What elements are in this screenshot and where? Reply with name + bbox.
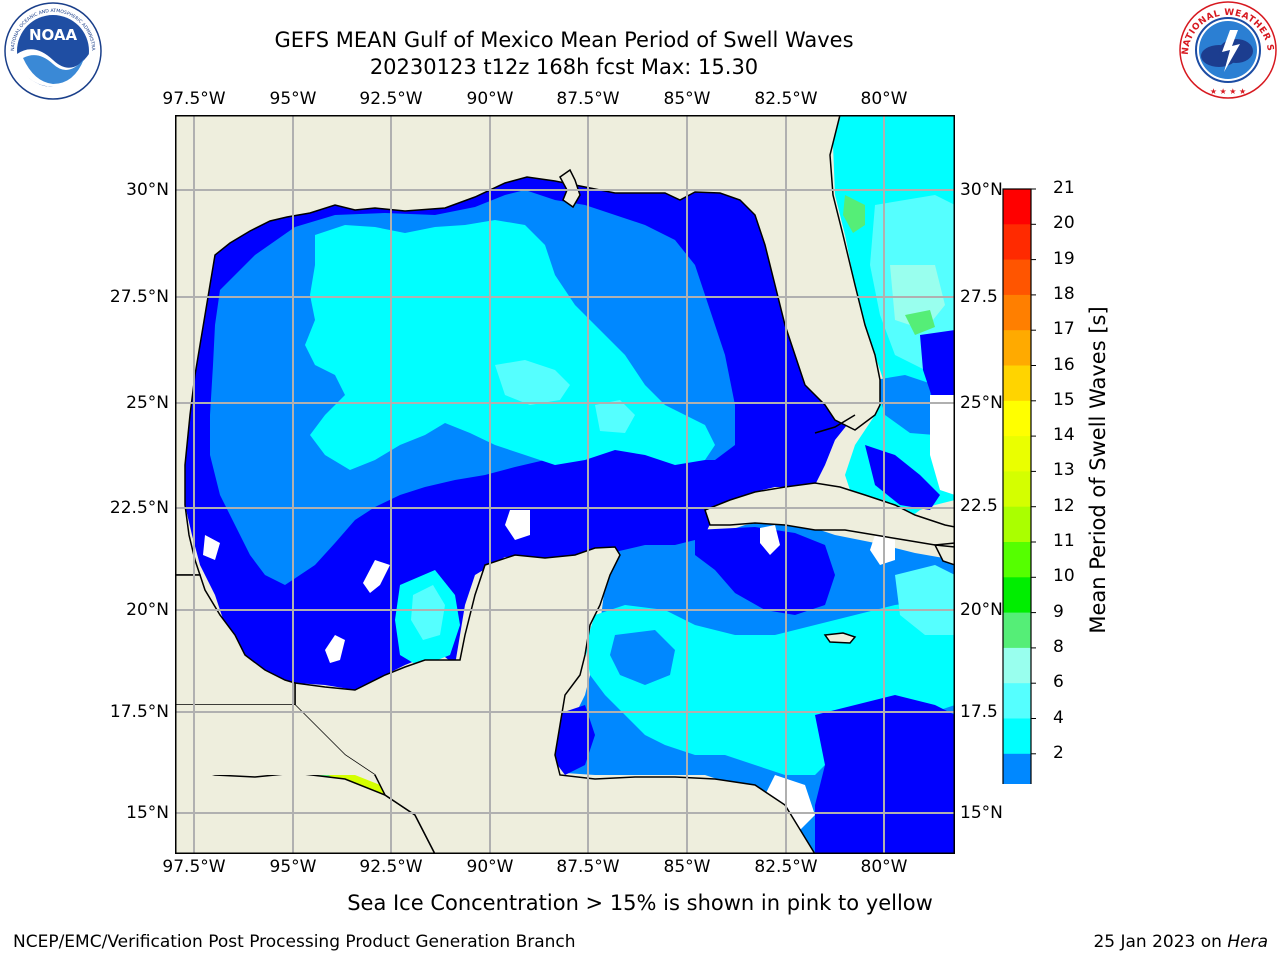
colorbar-tick-label: 8 xyxy=(1053,636,1064,657)
lat-label-right: 15°N xyxy=(960,803,1003,823)
us-gulf-coast-land xyxy=(175,115,881,576)
colorbar-band xyxy=(1003,330,1031,366)
lon-label-bottom: 92.5°W xyxy=(359,857,423,877)
colorbar-tick-label: 19 xyxy=(1053,248,1075,269)
lat-label-right: 25°N xyxy=(960,393,1003,413)
chart-subtitle: 20230123 t12z 168h fcst Max: 15.30 xyxy=(369,55,759,79)
svg-text:★ ★ ★ ★: ★ ★ ★ ★ xyxy=(1210,87,1246,96)
lat-label-right: 17.5 xyxy=(960,702,998,722)
noaa-logo: NOAA NATIONAL OCEANIC AND ATMOSPHERIC AD… xyxy=(4,2,102,100)
noaa-logo-text: NOAA xyxy=(29,26,78,44)
colorbar-band xyxy=(1003,471,1031,508)
colorbar-band xyxy=(1003,436,1031,472)
colorbar xyxy=(1002,188,1036,784)
jamaica-land xyxy=(823,632,857,644)
map-gridlines xyxy=(175,115,955,854)
footer-date: 25 Jan 2023 on Hera xyxy=(1093,932,1268,952)
gulf-of-mexico-map xyxy=(175,115,955,854)
lat-label-left: 17.5°N xyxy=(109,702,169,722)
colorbar-tick-label: 15 xyxy=(1053,389,1075,410)
colorbar-band xyxy=(1003,753,1031,784)
colorbar-band xyxy=(1003,365,1031,402)
lat-label-right: 22.5 xyxy=(960,496,998,516)
colorbar-tick-label: 13 xyxy=(1053,460,1075,481)
lon-label-top: 97.5°W xyxy=(162,89,226,109)
lat-label-left: 30°N xyxy=(126,180,169,200)
lon-label-bottom: 80°W xyxy=(860,857,908,877)
lat-label-right: 30°N xyxy=(960,180,1003,200)
lon-label-top: 95°W xyxy=(269,89,317,109)
colorbar-tick-label: 10 xyxy=(1053,566,1075,587)
colorbar-band xyxy=(1003,542,1031,578)
colorbar-band xyxy=(1003,506,1031,543)
footer-host: Hera xyxy=(1227,932,1268,952)
lon-label-top: 80°W xyxy=(860,89,908,109)
colorbar-tick-label: 21 xyxy=(1053,178,1075,198)
colorbar-band xyxy=(1003,224,1031,261)
footer-credit: NCEP/EMC/Verification Post Processing Pr… xyxy=(13,932,576,952)
colorbar-tick-label: 12 xyxy=(1053,495,1075,516)
lat-label-left: 25°N xyxy=(126,393,169,413)
colorbar-tick-label: 11 xyxy=(1053,531,1075,551)
lon-label-top: 87.5°W xyxy=(556,89,620,109)
colorbar-tick-label: 16 xyxy=(1053,354,1075,375)
colorbar-band xyxy=(1003,612,1031,649)
lat-label-left: 20°N xyxy=(126,600,169,620)
lat-label-right: 20°N xyxy=(960,600,1003,620)
colorbar-tick-label: 17 xyxy=(1053,319,1075,340)
colorbar-tick-label: 2 xyxy=(1053,742,1064,763)
chart-title: GEFS MEAN Gulf of Mexico Mean Period of … xyxy=(274,28,854,52)
colorbar-tick-label: 4 xyxy=(1053,707,1064,728)
colorbar-band xyxy=(1003,647,1031,684)
lon-label-bottom: 85°W xyxy=(663,857,711,877)
lon-label-bottom: 90°W xyxy=(466,857,514,877)
lat-label-left: 27.5°N xyxy=(109,287,169,307)
lon-label-top: 92.5°W xyxy=(359,89,423,109)
lon-label-bottom: 87.5°W xyxy=(556,857,620,877)
lon-label-top: 85°W xyxy=(663,89,711,109)
colorbar-tick-label: 9 xyxy=(1053,601,1064,622)
sea-ice-note: Sea Ice Concentration > 15% is shown in … xyxy=(347,891,933,915)
lon-label-top: 90°W xyxy=(466,89,514,109)
lat-label-left: 15°N xyxy=(126,803,169,823)
colorbar-band xyxy=(1003,577,1031,614)
colorbar-tick-label: 6 xyxy=(1053,672,1064,693)
colorbar-band xyxy=(1003,259,1031,296)
colorbar-band xyxy=(1003,400,1031,437)
lat-label-right: 27.5 xyxy=(960,287,998,307)
colorbar-band xyxy=(1003,683,1031,719)
lon-label-bottom: 97.5°W xyxy=(162,857,226,877)
colorbar-band xyxy=(1003,189,1031,225)
lon-label-bottom: 82.5°W xyxy=(754,857,818,877)
colorbar-band xyxy=(1003,718,1031,755)
colorbar-tick-label: 14 xyxy=(1053,425,1075,446)
lon-label-top: 82.5°W xyxy=(754,89,818,109)
colorbar-tick-label: 18 xyxy=(1053,283,1075,304)
lon-label-bottom: 95°W xyxy=(269,857,317,877)
lat-label-left: 22.5°N xyxy=(109,498,169,518)
cuba-land xyxy=(704,482,955,546)
colorbar-band xyxy=(1003,294,1031,331)
colorbar-tick-label: 20 xyxy=(1053,213,1075,234)
nws-logo: NATIONAL WEATHER SERVICE ★ ★ ★ ★ xyxy=(1178,0,1277,99)
colorbar-label: Mean Period of Swell Waves [s] xyxy=(1086,306,1110,634)
